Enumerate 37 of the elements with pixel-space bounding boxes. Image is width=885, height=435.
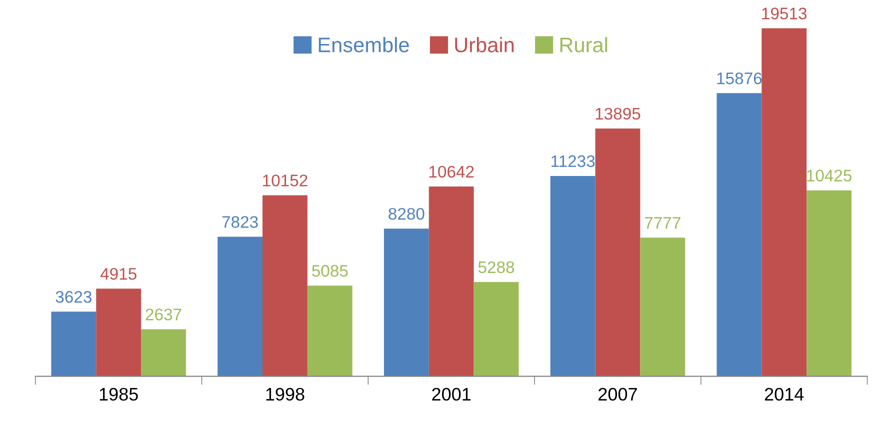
bar xyxy=(762,28,807,376)
data-label: 2637 xyxy=(146,308,182,320)
data-label: 5085 xyxy=(312,264,348,277)
bar xyxy=(384,228,429,376)
bar xyxy=(141,329,186,376)
data-label: 7777 xyxy=(644,217,680,229)
data-label: 10152 xyxy=(263,174,308,186)
x-tick-label: 1998 xyxy=(266,388,304,401)
x-tick-label: 2007 xyxy=(598,388,637,401)
bar xyxy=(716,93,762,376)
x-tick-label: 1985 xyxy=(100,388,138,401)
data-label: 8280 xyxy=(388,208,424,220)
data-label: 19513 xyxy=(762,8,807,20)
bar xyxy=(640,238,686,376)
legend-label: Urbain xyxy=(455,37,514,52)
bar xyxy=(262,195,308,376)
legend-label: Rural xyxy=(560,37,608,52)
data-label: 7823 xyxy=(222,216,258,228)
x-tick-label: 2001 xyxy=(432,388,471,401)
bar xyxy=(96,288,142,376)
bar xyxy=(307,286,352,376)
bar xyxy=(218,236,263,376)
data-label: 11233 xyxy=(552,155,595,168)
legend-label: Ensemble xyxy=(318,37,409,52)
bar xyxy=(595,128,640,376)
x-tick-label: 2014 xyxy=(764,388,804,401)
bar xyxy=(428,186,474,376)
data-label: 4915 xyxy=(100,268,136,280)
bar xyxy=(51,312,96,376)
data-label: 5288 xyxy=(478,261,514,274)
data-label: 3623 xyxy=(56,291,92,303)
data-label: 13895 xyxy=(596,108,640,120)
bar xyxy=(474,282,519,376)
bar xyxy=(806,190,852,376)
data-label: 10642 xyxy=(429,166,474,178)
bar xyxy=(550,176,596,376)
data-label: 10425 xyxy=(807,170,852,182)
